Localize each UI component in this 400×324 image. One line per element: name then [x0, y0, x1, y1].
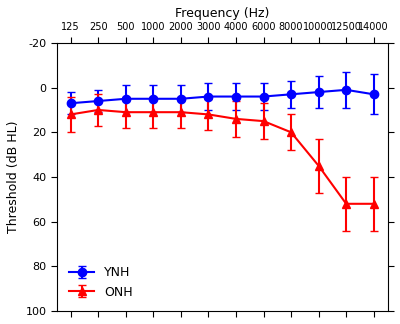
Y-axis label: Threshold (dB HL): Threshold (dB HL) — [7, 121, 20, 233]
X-axis label: Frequency (Hz): Frequency (Hz) — [175, 7, 269, 20]
Legend: YNH, ONH: YNH, ONH — [63, 260, 139, 305]
